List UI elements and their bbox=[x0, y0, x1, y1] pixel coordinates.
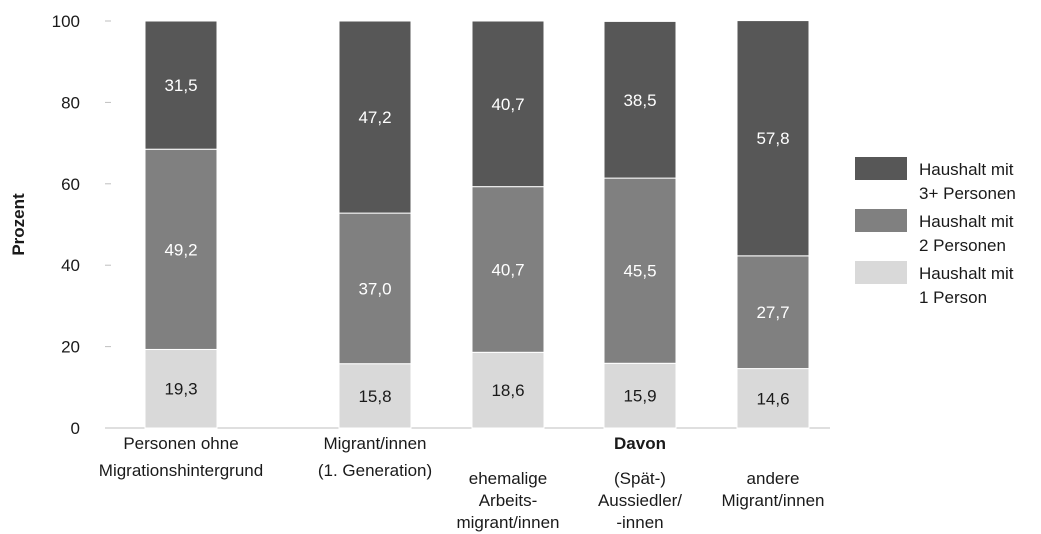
y-tick-label: 80 bbox=[61, 93, 80, 112]
legend-swatch bbox=[855, 261, 907, 284]
x-category-label-line: migrant/innen bbox=[456, 513, 559, 532]
data-label: 18,6 bbox=[491, 381, 524, 400]
bar-segment bbox=[736, 255, 810, 370]
x-category-label-line: Arbeits- bbox=[479, 491, 538, 510]
y-tick-label: 40 bbox=[61, 256, 80, 275]
x-category-label: (Spät-) Aussiedler/ -innen bbox=[598, 469, 682, 532]
data-label: 15,9 bbox=[623, 387, 656, 406]
data-label: 47,2 bbox=[358, 108, 391, 127]
bar-segment bbox=[603, 177, 677, 364]
x-category-label-line: Migrationshintergrund bbox=[99, 461, 263, 480]
chart-axes: 0 20 40 60 80 100 Prozent bbox=[9, 12, 830, 438]
data-label: 15,8 bbox=[358, 387, 391, 406]
bar-segment bbox=[338, 363, 412, 429]
x-category-label-line: Migrant/innen bbox=[323, 434, 426, 453]
bar-segment bbox=[736, 20, 810, 257]
x-category-label-line: -innen bbox=[616, 513, 663, 532]
bar-segment bbox=[338, 20, 412, 214]
data-label: 19,3 bbox=[164, 380, 197, 399]
x-category-label-line: Migrant/innen bbox=[721, 491, 824, 510]
legend-label: Haushalt mit bbox=[919, 212, 1014, 231]
x-category-label: andere Migrant/innen bbox=[721, 469, 824, 510]
legend-swatch bbox=[855, 157, 907, 180]
legend-item: Haushalt mit 2 Personen bbox=[855, 209, 1014, 255]
legend-item: Haushalt mit 1 Person bbox=[855, 261, 1014, 307]
legend-label: 2 Personen bbox=[919, 236, 1006, 255]
group-label: Davon bbox=[614, 434, 666, 453]
y-tick-label: 100 bbox=[52, 12, 80, 31]
bar-segment bbox=[144, 148, 218, 350]
legend-label: Haushalt mit bbox=[919, 264, 1014, 283]
legend-label: Haushalt mit bbox=[919, 160, 1014, 179]
data-label: 49,2 bbox=[164, 240, 197, 259]
y-tick-label: 20 bbox=[61, 338, 80, 357]
data-label: 57,8 bbox=[756, 129, 789, 148]
x-category-label-line: (1. Generation) bbox=[318, 461, 432, 480]
bar-segment bbox=[603, 20, 677, 179]
x-category-label-line: andere bbox=[747, 469, 800, 488]
x-category-label-line: Aussiedler/ bbox=[598, 491, 682, 510]
data-label: 37,0 bbox=[358, 279, 391, 298]
legend-label: 1 Person bbox=[919, 288, 987, 307]
bar-segment bbox=[736, 368, 810, 429]
x-category-label: ehemalige Arbeits-migrant/innen bbox=[456, 469, 559, 532]
legend-item: Haushalt mit 3+ Personen bbox=[855, 157, 1016, 203]
chart-legend: Haushalt mit 3+ Personen Haushalt mit 2 Per… bbox=[855, 157, 1016, 307]
bar-segment bbox=[144, 20, 218, 150]
data-label: 40,7 bbox=[491, 260, 524, 279]
x-category-label: Personen ohne Migrationshintergrund bbox=[99, 434, 263, 480]
data-label: 27,7 bbox=[756, 303, 789, 322]
y-tick-label: 0 bbox=[71, 419, 80, 438]
legend-label: 3+ Personen bbox=[919, 184, 1016, 203]
legend-swatch bbox=[855, 209, 907, 232]
bar-segment bbox=[603, 362, 677, 429]
data-label: 38,5 bbox=[623, 91, 656, 110]
x-category-label: Migrant/innen (1. Generation) bbox=[318, 434, 432, 480]
bar-segment bbox=[471, 186, 545, 353]
y-axis-title: Prozent bbox=[9, 193, 28, 256]
x-category-label-line: ehemalige bbox=[469, 469, 547, 488]
data-label: 31,5 bbox=[164, 76, 197, 95]
x-category-label-line: Personen ohne bbox=[123, 434, 238, 453]
bar-segment bbox=[144, 348, 218, 429]
bar-segment bbox=[471, 351, 545, 429]
x-category-label-line: (Spät-) bbox=[614, 469, 666, 488]
bar-segment bbox=[338, 212, 412, 365]
y-tick-label: 60 bbox=[61, 175, 80, 194]
data-label: 45,5 bbox=[623, 262, 656, 281]
data-label: 40,7 bbox=[491, 95, 524, 114]
bar-segment bbox=[471, 20, 545, 188]
data-label: 14,6 bbox=[756, 389, 789, 408]
chart-bars: 19,3 49,2 31,5 15,8 37,0 47,2 18,6 40,7 40,7 15,9… bbox=[144, 20, 810, 429]
x-axis-labels: Personen ohne Migrationshintergrund Migran… bbox=[99, 434, 825, 532]
